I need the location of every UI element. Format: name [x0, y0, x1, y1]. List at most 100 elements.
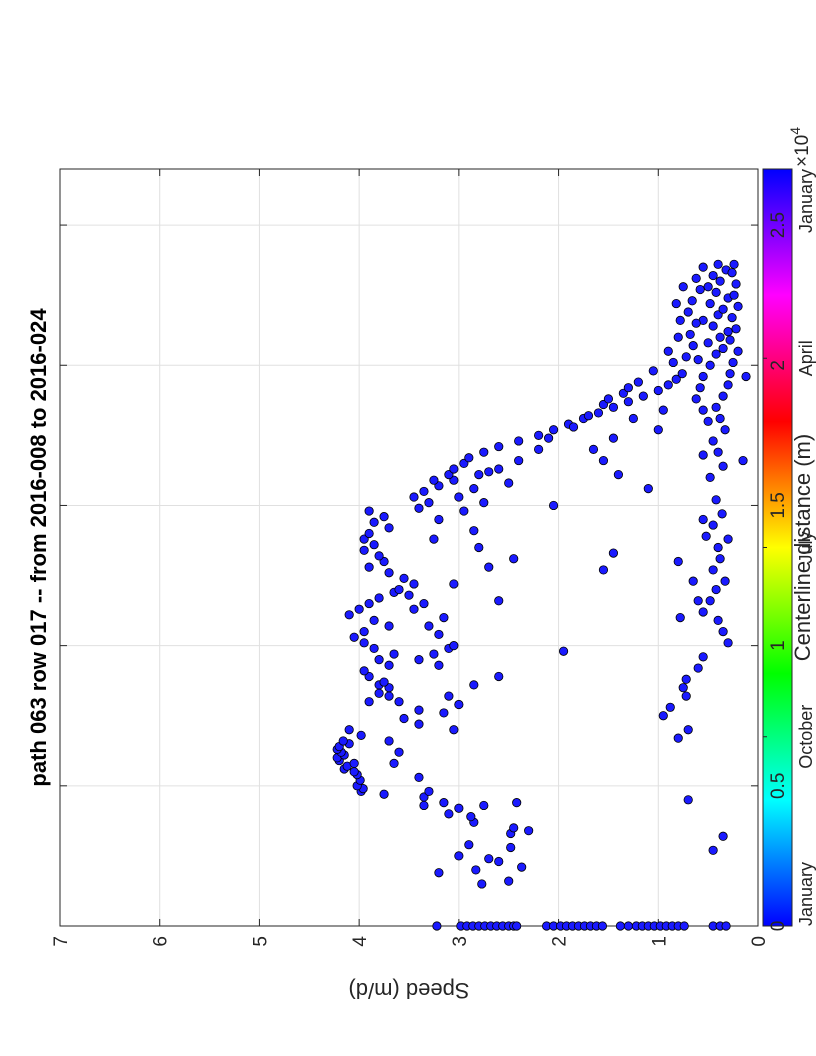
data-point	[628, 413, 638, 424]
data-point	[679, 921, 689, 931]
data-point	[665, 702, 675, 712]
data-point	[379, 512, 389, 522]
data-point	[718, 627, 728, 637]
data-point	[512, 798, 522, 808]
data-point	[653, 425, 663, 435]
x-axis-multiplier: ×104	[787, 127, 813, 167]
data-point	[349, 758, 359, 768]
data-point	[693, 663, 703, 673]
data-point	[359, 545, 369, 555]
data-point	[429, 534, 439, 544]
data-point	[409, 492, 419, 502]
data-point	[703, 282, 713, 292]
data-point	[643, 484, 653, 494]
data-point	[434, 514, 444, 525]
data-point	[344, 725, 354, 735]
data-point	[359, 627, 369, 637]
data-point	[364, 506, 374, 516]
y-tick-label: 4	[350, 936, 371, 947]
data-point	[723, 327, 733, 337]
data-point	[711, 349, 721, 359]
data-point	[439, 708, 449, 718]
y-tick-label: 7	[51, 936, 72, 947]
data-point	[678, 683, 688, 693]
data-point	[683, 307, 693, 317]
data-point	[673, 332, 683, 342]
data-point	[608, 402, 619, 412]
x-tick-label: 2.5	[768, 212, 789, 238]
data-point	[419, 800, 429, 811]
data-point	[691, 394, 701, 404]
data-point	[364, 697, 374, 707]
x-axis-ticks: 0 0.5 1 1.5 2 2.5	[60, 212, 789, 931]
data-point	[705, 472, 715, 483]
data-point	[424, 498, 434, 508]
data-point	[414, 503, 424, 513]
data-point	[608, 433, 619, 443]
data-point	[691, 273, 701, 283]
data-point	[671, 298, 681, 309]
y-tick-label: 5	[250, 936, 271, 947]
data-point	[713, 259, 723, 269]
data-point	[434, 660, 444, 670]
y-tick-label: 1	[649, 936, 670, 947]
data-point	[548, 500, 559, 511]
data-point	[727, 268, 737, 278]
data-point	[711, 584, 721, 595]
data-point	[725, 369, 735, 379]
x-tick-label: 1.5	[768, 492, 789, 518]
data-point	[534, 430, 544, 440]
data-point	[588, 444, 599, 454]
data-point	[723, 534, 733, 544]
data-point	[698, 450, 708, 460]
data-point	[698, 262, 708, 272]
data-point	[717, 509, 727, 519]
data-point	[449, 464, 459, 474]
data-point	[479, 800, 489, 811]
colorbar-ticks	[763, 168, 767, 927]
data-point	[399, 713, 409, 724]
data-point	[384, 691, 394, 701]
data-point	[364, 598, 374, 609]
data-point	[464, 453, 474, 463]
data-point	[701, 531, 711, 541]
data-point	[369, 540, 379, 550]
data-point	[677, 369, 687, 379]
colorbar-labels: January October July April January	[796, 169, 816, 926]
data-point	[623, 397, 633, 407]
data-point	[613, 470, 624, 480]
data-point	[432, 921, 442, 931]
scatter-points	[332, 259, 751, 931]
data-point	[469, 484, 479, 494]
data-point	[414, 655, 424, 665]
data-point	[484, 854, 494, 864]
y-tick-label: 6	[151, 936, 172, 947]
data-point	[469, 680, 479, 690]
data-point	[741, 371, 751, 382]
data-point	[598, 455, 609, 466]
y-tick-label: 0	[749, 936, 770, 947]
data-point	[548, 425, 559, 435]
data-point	[683, 725, 693, 735]
data-point	[720, 576, 730, 586]
data-point	[708, 565, 718, 575]
data-point	[681, 674, 691, 684]
data-point	[713, 447, 723, 457]
data-point	[384, 660, 394, 670]
data-point	[389, 758, 399, 768]
data-point	[517, 862, 527, 872]
data-point	[439, 798, 449, 808]
data-point	[414, 719, 424, 729]
data-point	[543, 433, 554, 443]
data-point	[354, 604, 364, 614]
data-point	[477, 879, 487, 889]
data-point	[429, 649, 439, 659]
data-point	[364, 528, 374, 539]
data-point	[718, 461, 728, 471]
data-point	[638, 391, 648, 401]
data-point	[678, 282, 688, 292]
data-point	[711, 495, 721, 505]
data-point	[598, 565, 609, 575]
y-axis-ticks: 0 1 2 3 4 5 6 7	[51, 169, 770, 947]
